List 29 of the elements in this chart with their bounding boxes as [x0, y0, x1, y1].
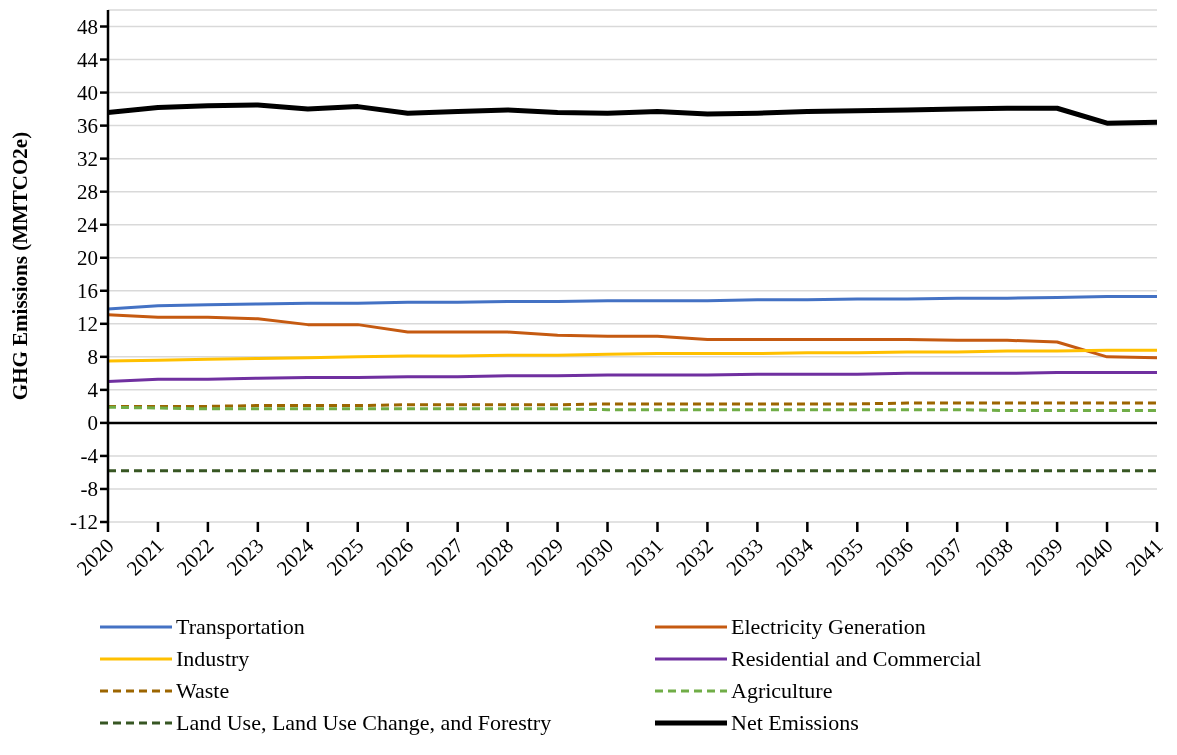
y-tick-label: 0 — [87, 411, 98, 436]
y-axis-title: GHG Emissions (MMTCO2e) — [8, 131, 33, 401]
y-tick-label: 44 — [77, 48, 99, 72]
legend-label: Net Emissions — [731, 710, 859, 736]
legend-label: Industry — [176, 646, 250, 672]
y-tick-label: 16 — [77, 279, 98, 304]
legend-label: Residential and Commercial — [731, 646, 982, 672]
line-series — [106, 348, 1159, 363]
y-tick-label: 32 — [77, 147, 98, 172]
line-series — [106, 295, 1159, 311]
y-tick-label: 12 — [77, 312, 98, 337]
line-series — [106, 371, 1159, 384]
y-tick-label: 36 — [77, 114, 98, 139]
y-tick-label: -4 — [80, 444, 99, 469]
y-tick-label: 4 — [87, 378, 99, 403]
y-tick-label: 48 — [77, 14, 98, 39]
legend-label: Electricity Generation — [731, 614, 926, 640]
legend-label: Transportation — [176, 614, 305, 640]
y-tick-label: 28 — [77, 180, 98, 205]
y-tick-label: -12 — [70, 510, 98, 535]
y-tick-label: -8 — [80, 477, 98, 502]
legend-label: Agriculture — [731, 678, 833, 704]
y-tick-label: 20 — [77, 246, 98, 271]
y-tick-label: 24 — [77, 213, 99, 238]
y-tick-label: 40 — [77, 81, 98, 106]
y-tick-label: 8 — [87, 345, 98, 370]
legend-label: Waste — [176, 678, 230, 704]
line-series — [106, 313, 1159, 360]
legend-label: Land Use, Land Use Change, and Forestry — [176, 710, 552, 736]
